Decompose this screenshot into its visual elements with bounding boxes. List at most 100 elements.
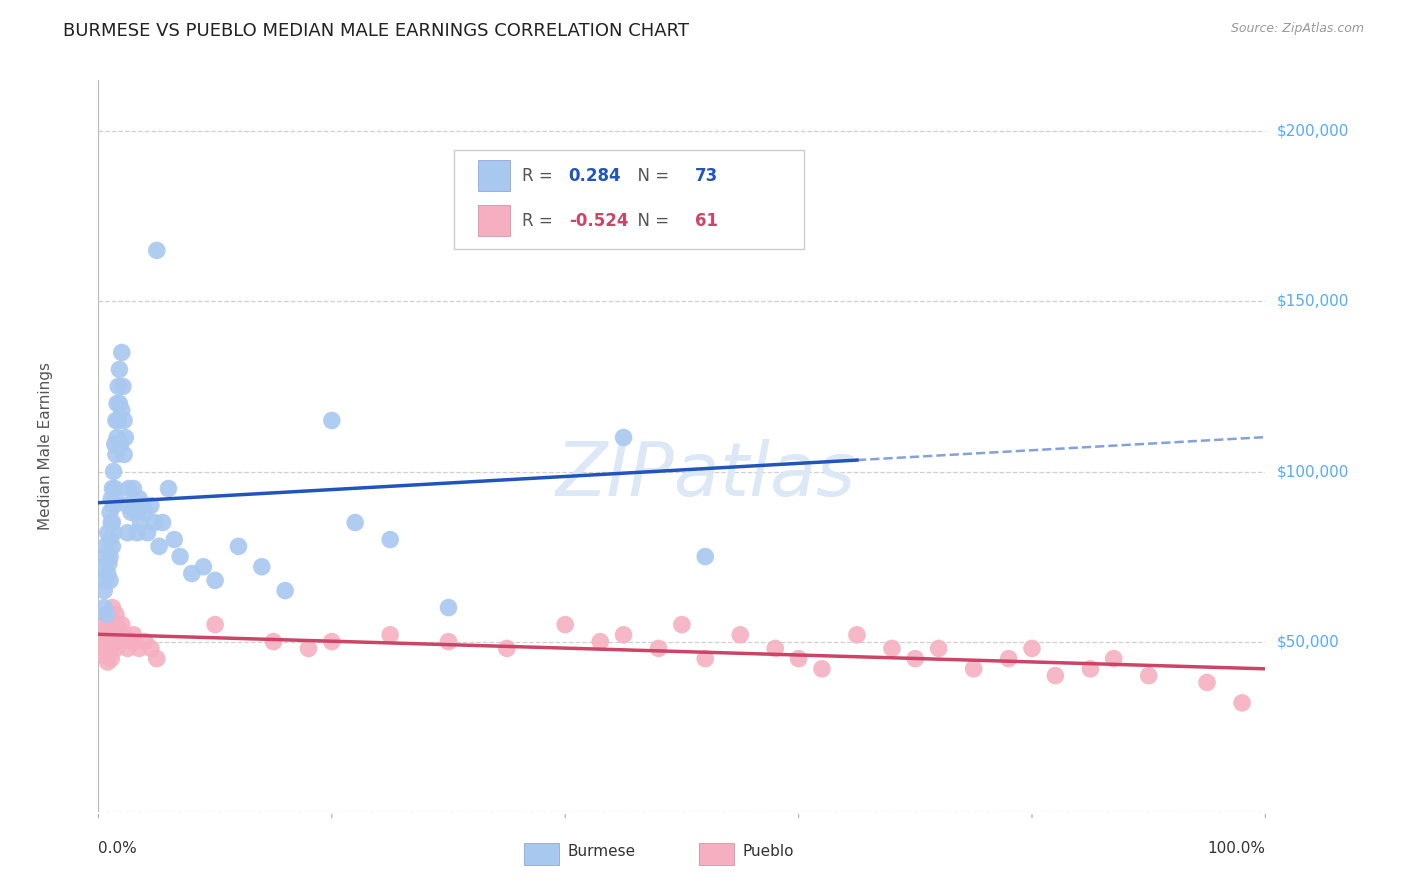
Point <box>128 491 150 506</box>
Text: N =: N = <box>627 167 675 186</box>
Point <box>613 430 636 444</box>
Point <box>880 641 903 656</box>
Text: Pueblo: Pueblo <box>742 845 794 860</box>
Point <box>120 505 142 519</box>
Point <box>262 634 284 648</box>
Text: Source: ZipAtlas.com: Source: ZipAtlas.com <box>1230 22 1364 36</box>
Point <box>110 437 132 451</box>
Point <box>103 525 125 540</box>
Point <box>730 628 752 642</box>
Point <box>344 516 367 530</box>
Point <box>104 617 127 632</box>
Point <box>122 628 145 642</box>
Point <box>112 413 135 427</box>
Text: 0.0%: 0.0% <box>98 841 138 856</box>
Text: BURMESE VS PUEBLO MEDIAN MALE EARNINGS CORRELATION CHART: BURMESE VS PUEBLO MEDIAN MALE EARNINGS C… <box>63 22 689 40</box>
Point <box>321 634 343 648</box>
Point <box>96 549 118 564</box>
Point <box>104 448 127 462</box>
Point <box>93 583 115 598</box>
Point <box>104 607 127 622</box>
Point <box>763 641 786 656</box>
Point <box>100 491 122 506</box>
Point <box>93 648 115 663</box>
Point <box>904 651 927 665</box>
Point <box>695 651 717 665</box>
Point <box>157 482 180 496</box>
Point <box>94 617 117 632</box>
Point <box>111 617 134 632</box>
Point <box>613 628 636 642</box>
Point <box>132 499 155 513</box>
Point <box>118 482 141 496</box>
Point <box>104 437 127 451</box>
Text: ZIPatlas: ZIPatlas <box>555 439 855 511</box>
Point <box>997 651 1019 665</box>
Point <box>94 540 117 554</box>
Point <box>96 634 118 648</box>
Point <box>1102 651 1125 665</box>
Point <box>97 566 120 581</box>
Point <box>107 621 129 635</box>
Point <box>94 574 117 588</box>
Point <box>380 533 402 547</box>
Point <box>180 566 202 581</box>
Point <box>93 559 115 574</box>
Text: -0.524: -0.524 <box>568 212 628 230</box>
Point <box>101 482 124 496</box>
Point <box>163 533 186 547</box>
Point <box>98 574 121 588</box>
Point <box>105 430 128 444</box>
Point <box>97 628 120 642</box>
Point <box>139 641 162 656</box>
Point <box>274 583 297 598</box>
Point <box>108 396 131 410</box>
Point <box>1080 662 1102 676</box>
Point <box>117 499 139 513</box>
FancyBboxPatch shape <box>699 843 734 865</box>
Point <box>103 628 125 642</box>
Text: $200,000: $200,000 <box>1277 124 1348 139</box>
Point <box>94 641 117 656</box>
Point <box>129 516 152 530</box>
Text: R =: R = <box>522 212 558 230</box>
Point <box>111 345 134 359</box>
Point <box>117 525 139 540</box>
Point <box>136 525 159 540</box>
Point <box>139 499 162 513</box>
Text: R =: R = <box>522 167 558 186</box>
Point <box>105 628 128 642</box>
Point <box>111 379 134 393</box>
Point <box>125 505 148 519</box>
Point <box>928 641 950 656</box>
Point <box>108 362 131 376</box>
Point <box>112 628 135 642</box>
Point <box>103 465 125 479</box>
Point <box>96 607 118 622</box>
Point <box>589 634 612 648</box>
Point <box>97 621 120 635</box>
Point <box>811 662 834 676</box>
Text: Burmese: Burmese <box>568 845 636 860</box>
Text: 73: 73 <box>695 167 718 186</box>
Point <box>96 607 118 622</box>
Point <box>112 448 135 462</box>
Point <box>152 516 174 530</box>
Point <box>496 641 519 656</box>
Text: 100.0%: 100.0% <box>1208 841 1265 856</box>
Point <box>104 641 127 656</box>
Point <box>846 628 869 642</box>
Point <box>554 617 576 632</box>
Point <box>671 617 693 632</box>
Point <box>1137 668 1160 682</box>
Point <box>107 413 129 427</box>
Text: Median Male Earnings: Median Male Earnings <box>38 362 53 530</box>
Point <box>104 491 127 506</box>
Point <box>97 525 120 540</box>
Point <box>101 600 124 615</box>
Point <box>530 175 553 189</box>
Point <box>146 651 169 665</box>
Point <box>101 634 124 648</box>
Point <box>647 641 669 656</box>
Point <box>117 641 139 656</box>
